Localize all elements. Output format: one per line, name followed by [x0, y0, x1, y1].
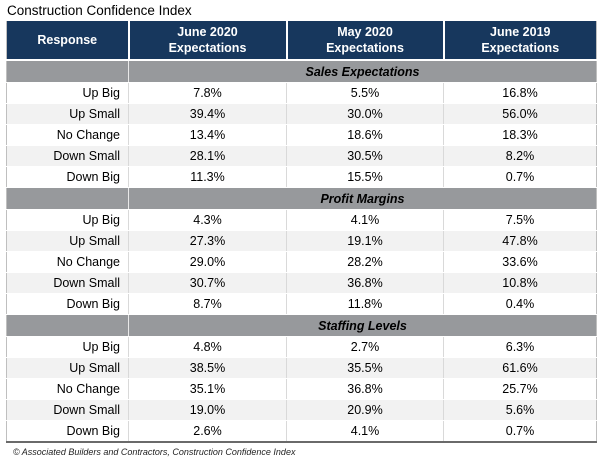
- value-cell: 8.7%: [128, 293, 287, 315]
- table-body: Sales Expectations Up Big 7.8% 5.5% 16.8% Up …: [6, 60, 597, 443]
- value-cell: 2.6%: [128, 420, 287, 443]
- response-cell: No Change: [6, 124, 129, 146]
- response-cell: Down Small: [6, 145, 129, 167]
- value-cell: 35.5%: [286, 357, 444, 379]
- table-row: Up Big 7.8% 5.5% 16.8%: [6, 82, 597, 104]
- value-cell: 4.1%: [286, 420, 444, 443]
- value-cell: 28.2%: [286, 251, 444, 273]
- section-title: Sales Expectations: [128, 60, 597, 83]
- response-cell: Up Small: [6, 230, 129, 252]
- response-cell: Up Big: [6, 336, 129, 358]
- table-row: Up Small 27.3% 19.1% 47.8%: [6, 230, 597, 252]
- value-cell: 61.6%: [443, 357, 597, 379]
- value-cell: 0.7%: [443, 420, 597, 443]
- value-cell: 4.3%: [128, 209, 287, 231]
- table-row: No Change 29.0% 28.2% 33.6%: [6, 251, 597, 273]
- col-header-response: Response: [6, 21, 130, 61]
- col-header-may-2020: May 2020 Expectations: [286, 21, 445, 61]
- value-cell: 30.7%: [128, 272, 287, 294]
- response-cell: Down Big: [6, 166, 129, 188]
- value-cell: 7.5%: [443, 209, 597, 231]
- value-cell: 38.5%: [128, 357, 287, 379]
- section-header-row: Sales Expectations: [6, 60, 597, 83]
- value-cell: 2.7%: [286, 336, 444, 358]
- table-row: Down Small 30.7% 36.8% 10.8%: [6, 272, 597, 294]
- response-cell: Up Big: [6, 209, 129, 231]
- value-cell: 19.1%: [286, 230, 444, 252]
- table-row: Down Small 28.1% 30.5% 8.2%: [6, 145, 597, 167]
- response-cell: Down Big: [6, 293, 129, 315]
- table-row: Down Big 8.7% 11.8% 0.4%: [6, 293, 597, 315]
- value-cell: 4.8%: [128, 336, 287, 358]
- section-band-empty-cell: [6, 187, 129, 210]
- value-cell: 5.6%: [443, 399, 597, 421]
- table-row: Down Big 2.6% 4.1% 0.7%: [6, 420, 597, 443]
- copyright-footer: © Associated Builders and Contractors, C…: [13, 447, 296, 457]
- value-cell: 33.6%: [443, 251, 597, 273]
- response-cell: Down Small: [6, 399, 129, 421]
- value-cell: 11.3%: [128, 166, 287, 188]
- value-cell: 8.2%: [443, 145, 597, 167]
- value-cell: 7.8%: [128, 82, 287, 104]
- response-cell: Up Small: [6, 103, 129, 125]
- value-cell: 11.8%: [286, 293, 444, 315]
- value-cell: 35.1%: [128, 378, 287, 400]
- table-row: No Change 35.1% 36.8% 25.7%: [6, 378, 597, 400]
- table-row: No Change 13.4% 18.6% 18.3%: [6, 124, 597, 146]
- section-title: Profit Margins: [128, 187, 597, 210]
- value-cell: 5.5%: [286, 82, 444, 104]
- value-cell: 0.7%: [443, 166, 597, 188]
- response-cell: Down Small: [6, 272, 129, 294]
- value-cell: 10.8%: [443, 272, 597, 294]
- table-row: Up Big 4.3% 4.1% 7.5%: [6, 209, 597, 231]
- section-header-row: Profit Margins: [6, 187, 597, 210]
- value-cell: 30.5%: [286, 145, 444, 167]
- value-cell: 20.9%: [286, 399, 444, 421]
- value-cell: 36.8%: [286, 272, 444, 294]
- confidence-table: Response June 2020 Expectations May 2020…: [6, 21, 597, 443]
- page-title: Construction Confidence Index: [7, 3, 192, 18]
- value-cell: 18.3%: [443, 124, 597, 146]
- col-header-june-2019: June 2019 Expectations: [443, 21, 597, 61]
- value-cell: 15.5%: [286, 166, 444, 188]
- value-cell: 16.8%: [443, 82, 597, 104]
- response-cell: No Change: [6, 378, 129, 400]
- response-cell: Down Big: [6, 420, 129, 443]
- value-cell: 0.4%: [443, 293, 597, 315]
- table-header: Response June 2020 Expectations May 2020…: [6, 21, 597, 61]
- col-header-june-2020: June 2020 Expectations: [128, 21, 288, 61]
- section-band-empty-cell: [6, 314, 129, 337]
- value-cell: 25.7%: [443, 378, 597, 400]
- value-cell: 18.6%: [286, 124, 444, 146]
- section-band-empty-cell: [6, 60, 129, 83]
- response-cell: Up Small: [6, 357, 129, 379]
- response-cell: No Change: [6, 251, 129, 273]
- table-row: Up Small 39.4% 30.0% 56.0%: [6, 103, 597, 125]
- table-row: Up Big 4.8% 2.7% 6.3%: [6, 336, 597, 358]
- value-cell: 6.3%: [443, 336, 597, 358]
- response-cell: Up Big: [6, 82, 129, 104]
- table-row: Down Small 19.0% 20.9% 5.6%: [6, 399, 597, 421]
- value-cell: 13.4%: [128, 124, 287, 146]
- section-title: Staffing Levels: [128, 314, 597, 337]
- section-header-row: Staffing Levels: [6, 314, 597, 337]
- header-row: Response June 2020 Expectations May 2020…: [6, 21, 597, 61]
- value-cell: 36.8%: [286, 378, 444, 400]
- value-cell: 28.1%: [128, 145, 287, 167]
- value-cell: 47.8%: [443, 230, 597, 252]
- value-cell: 4.1%: [286, 209, 444, 231]
- value-cell: 19.0%: [128, 399, 287, 421]
- value-cell: 30.0%: [286, 103, 444, 125]
- value-cell: 56.0%: [443, 103, 597, 125]
- value-cell: 29.0%: [128, 251, 287, 273]
- value-cell: 27.3%: [128, 230, 287, 252]
- table-row: Down Big 11.3% 15.5% 0.7%: [6, 166, 597, 188]
- table-row: Up Small 38.5% 35.5% 61.6%: [6, 357, 597, 379]
- value-cell: 39.4%: [128, 103, 287, 125]
